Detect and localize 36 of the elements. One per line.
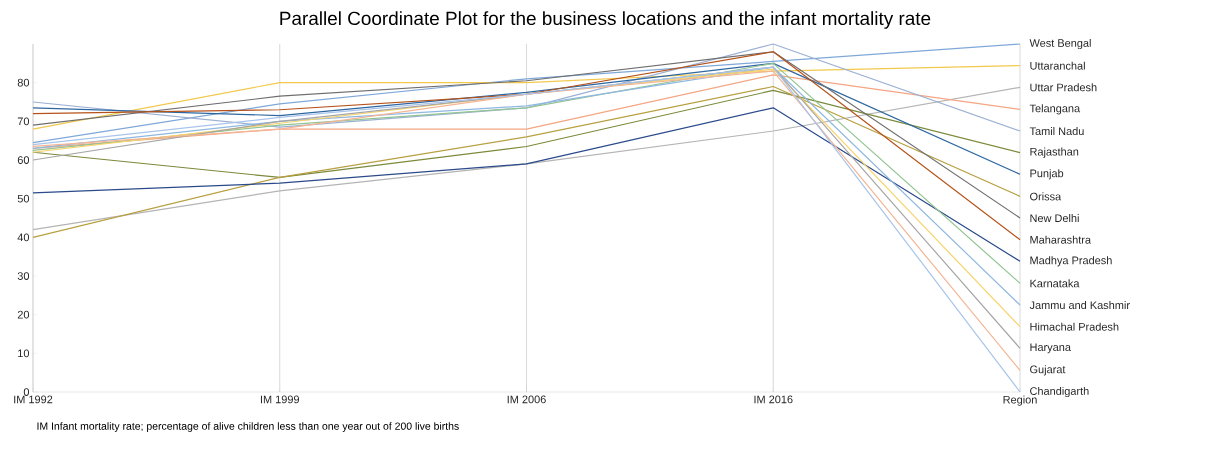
- line-series: [32, 65, 1021, 130]
- y-tick-label: 50: [17, 194, 30, 203]
- x-tick-label: IM 1992: [14, 395, 53, 404]
- x-tick-label: IM 1999: [260, 395, 300, 404]
- y-tick-label: 80: [17, 78, 30, 87]
- series-label: Tamil Nadu: [1029, 126, 1084, 136]
- chart-title: Parallel Coordinate Plot for the business locations and the infant mortality rate: [280, 11, 931, 29]
- x-tick-label: IM 2006: [507, 395, 546, 404]
- x-tick-label: Region: [1003, 395, 1037, 406]
- series-label: Orissa: [1030, 192, 1062, 201]
- y-tick-label: 60: [17, 156, 30, 164]
- series-label: New Delhi: [1030, 213, 1079, 223]
- series-label: Jammu and Kashmir: [1029, 300, 1130, 310]
- y-tick-label: 70: [17, 117, 30, 126]
- series-label: Telangana: [1029, 104, 1081, 115]
- series-label: West Bengal: [1029, 38, 1091, 50]
- y-tick-label: 30: [17, 272, 30, 280]
- series-label: Haryana: [1030, 343, 1071, 354]
- y-tick-label: 20: [17, 310, 30, 319]
- line-series: [32, 62, 1021, 175]
- series-label: Madhya Pradesh: [1030, 256, 1112, 267]
- series-label: Gujarat: [1030, 365, 1066, 376]
- series-label: Punjab: [1030, 169, 1064, 180]
- series-label: Himachal Pradesh: [1030, 322, 1119, 331]
- y-tick-label: 40: [17, 233, 30, 242]
- series-label: Uttaranchal: [1030, 61, 1085, 70]
- y-tick-label: 10: [18, 349, 30, 358]
- series-label: Chandigarth: [1030, 386, 1089, 398]
- text: IM Infant mortality rate; percentage of alive children less than one year out of 200 live births: [37, 422, 459, 432]
- line-series: [32, 107, 1021, 262]
- series-label: Maharashtra: [1030, 235, 1092, 244]
- x-tick-label: IM 2016: [754, 395, 793, 404]
- series-label: Karnataka: [1030, 279, 1080, 288]
- series-label: Rajasthan: [1030, 147, 1079, 158]
- y-tick-label: 0: [23, 388, 30, 396]
- series-label: Uttar Pradesh: [1030, 83, 1097, 92]
